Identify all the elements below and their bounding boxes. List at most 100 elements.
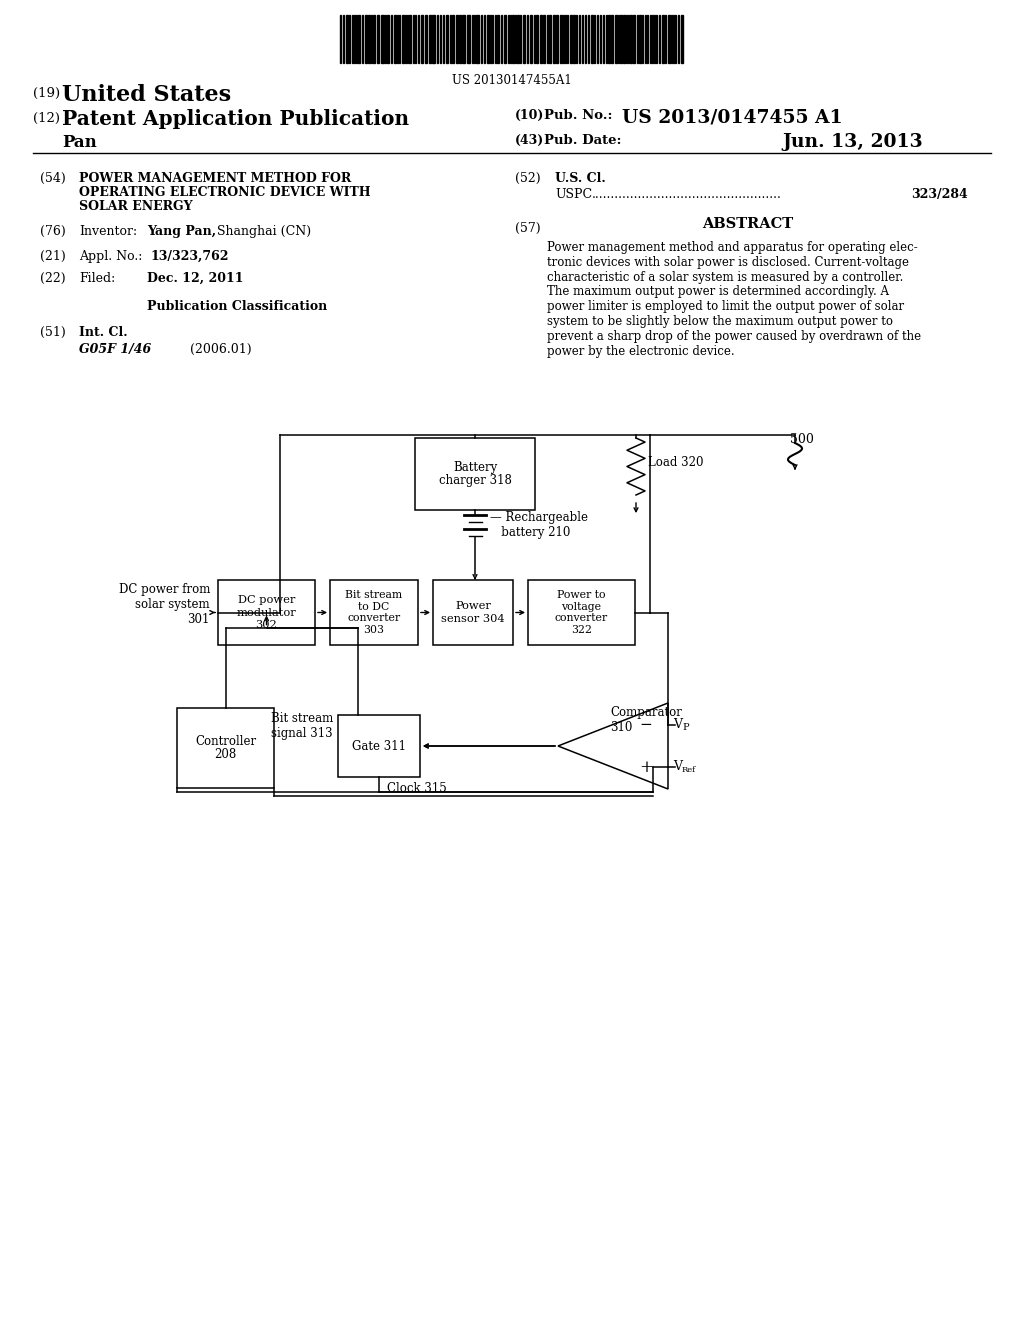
Bar: [425, 15, 427, 63]
Bar: [409, 15, 411, 63]
Text: 500: 500: [790, 433, 814, 446]
Bar: [530, 15, 532, 63]
Bar: [429, 15, 431, 63]
Text: power limiter is employed to limit the output power of solar: power limiter is employed to limit the o…: [547, 300, 904, 313]
Bar: [681, 15, 683, 63]
Bar: [512, 15, 514, 63]
Text: Load 320: Load 320: [648, 457, 703, 470]
Text: Publication Classification: Publication Classification: [146, 300, 327, 313]
Bar: [358, 15, 360, 63]
Text: (76): (76): [40, 224, 66, 238]
Bar: [668, 15, 670, 63]
Text: prevent a sharp drop of the power caused by overdrawn of the: prevent a sharp drop of the power caused…: [547, 330, 922, 343]
Text: (12): (12): [33, 112, 60, 125]
Text: (51): (51): [40, 326, 66, 339]
Text: P: P: [682, 723, 688, 733]
Bar: [553, 15, 555, 63]
Text: (19): (19): [33, 87, 60, 100]
Text: Patent Application Publication: Patent Application Publication: [62, 110, 410, 129]
Bar: [381, 15, 384, 63]
Bar: [446, 15, 449, 63]
Text: Bit stream: Bit stream: [345, 590, 402, 601]
Text: characteristic of a solar system is measured by a controller.: characteristic of a solar system is meas…: [547, 271, 903, 284]
Bar: [415, 438, 535, 510]
Text: US 20130147455A1: US 20130147455A1: [453, 74, 571, 87]
Text: −: −: [640, 718, 652, 733]
Bar: [218, 579, 315, 645]
Text: Filed:: Filed:: [79, 272, 116, 285]
Bar: [591, 15, 593, 63]
Bar: [432, 15, 435, 63]
Text: V: V: [673, 760, 682, 774]
Bar: [459, 15, 461, 63]
Text: Pub. Date:: Pub. Date:: [544, 135, 622, 147]
Bar: [177, 708, 274, 788]
Text: POWER MANAGEMENT METHOD FOR: POWER MANAGEMENT METHOD FOR: [79, 172, 351, 185]
Text: Controller: Controller: [195, 735, 256, 748]
Bar: [421, 15, 423, 63]
Bar: [330, 579, 418, 645]
Bar: [377, 15, 379, 63]
Text: DC power: DC power: [238, 595, 295, 605]
Bar: [623, 15, 625, 63]
Text: sensor 304: sensor 304: [441, 614, 505, 623]
Bar: [373, 15, 375, 63]
Text: ABSTRACT: ABSTRACT: [702, 216, 794, 231]
Text: Power to: Power to: [557, 590, 606, 601]
Bar: [549, 15, 551, 63]
Bar: [608, 15, 610, 63]
Text: voltage: voltage: [561, 602, 601, 611]
Text: Comparator
310: Comparator 310: [610, 706, 682, 734]
Bar: [536, 15, 538, 63]
Text: Power: Power: [455, 602, 490, 611]
Text: United States: United States: [62, 84, 231, 106]
Bar: [452, 15, 454, 63]
Text: OPERATING ELECTRONIC DEVICE WITH: OPERATING ELECTRONIC DEVICE WITH: [79, 186, 371, 199]
Text: Yang Pan,: Yang Pan,: [147, 224, 216, 238]
Text: (54): (54): [40, 172, 66, 185]
Text: Battery: Battery: [453, 461, 497, 474]
Text: SOLAR ENERGY: SOLAR ENERGY: [79, 201, 193, 213]
Bar: [556, 15, 558, 63]
Text: US 2013/0147455 A1: US 2013/0147455 A1: [622, 108, 843, 125]
Text: +: +: [639, 759, 653, 776]
Bar: [570, 15, 572, 63]
Bar: [620, 15, 622, 63]
Text: Gate 311: Gate 311: [352, 739, 406, 752]
Bar: [560, 15, 562, 63]
Bar: [487, 15, 489, 63]
Bar: [528, 579, 635, 645]
Bar: [543, 15, 545, 63]
Bar: [402, 15, 404, 63]
Text: Power management method and apparatus for operating elec-: Power management method and apparatus fo…: [547, 242, 918, 253]
Bar: [394, 15, 396, 63]
Bar: [573, 15, 575, 63]
Text: (52): (52): [515, 172, 541, 185]
Text: tronic devices with solar power is disclosed. Current-voltage: tronic devices with solar power is discl…: [547, 256, 909, 269]
Text: Shanghai (CN): Shanghai (CN): [213, 224, 311, 238]
Text: Pub. No.:: Pub. No.:: [544, 110, 612, 121]
Text: Int. Cl.: Int. Cl.: [79, 326, 128, 339]
Text: Ref: Ref: [682, 766, 696, 774]
Text: Appl. No.:: Appl. No.:: [79, 249, 142, 263]
Text: to DC: to DC: [358, 602, 389, 611]
Bar: [662, 15, 664, 63]
Bar: [456, 15, 458, 63]
Text: 208: 208: [214, 748, 237, 760]
Text: The maximum output power is determined accordingly. A: The maximum output power is determined a…: [547, 285, 889, 298]
Text: Pan: Pan: [62, 135, 96, 150]
Text: (22): (22): [40, 272, 66, 285]
Bar: [346, 15, 348, 63]
Bar: [630, 15, 632, 63]
Bar: [338, 715, 420, 777]
Text: 322: 322: [571, 626, 592, 635]
Bar: [517, 15, 519, 63]
Text: charger 318: charger 318: [438, 474, 511, 487]
Text: 303: 303: [364, 626, 384, 635]
Text: USPC: USPC: [555, 187, 592, 201]
Text: converter: converter: [555, 614, 608, 623]
Text: modulator: modulator: [237, 607, 296, 618]
Bar: [615, 15, 617, 63]
Text: — Rechargeable
   battery 210: — Rechargeable battery 210: [490, 511, 588, 539]
Text: 302: 302: [256, 620, 278, 630]
